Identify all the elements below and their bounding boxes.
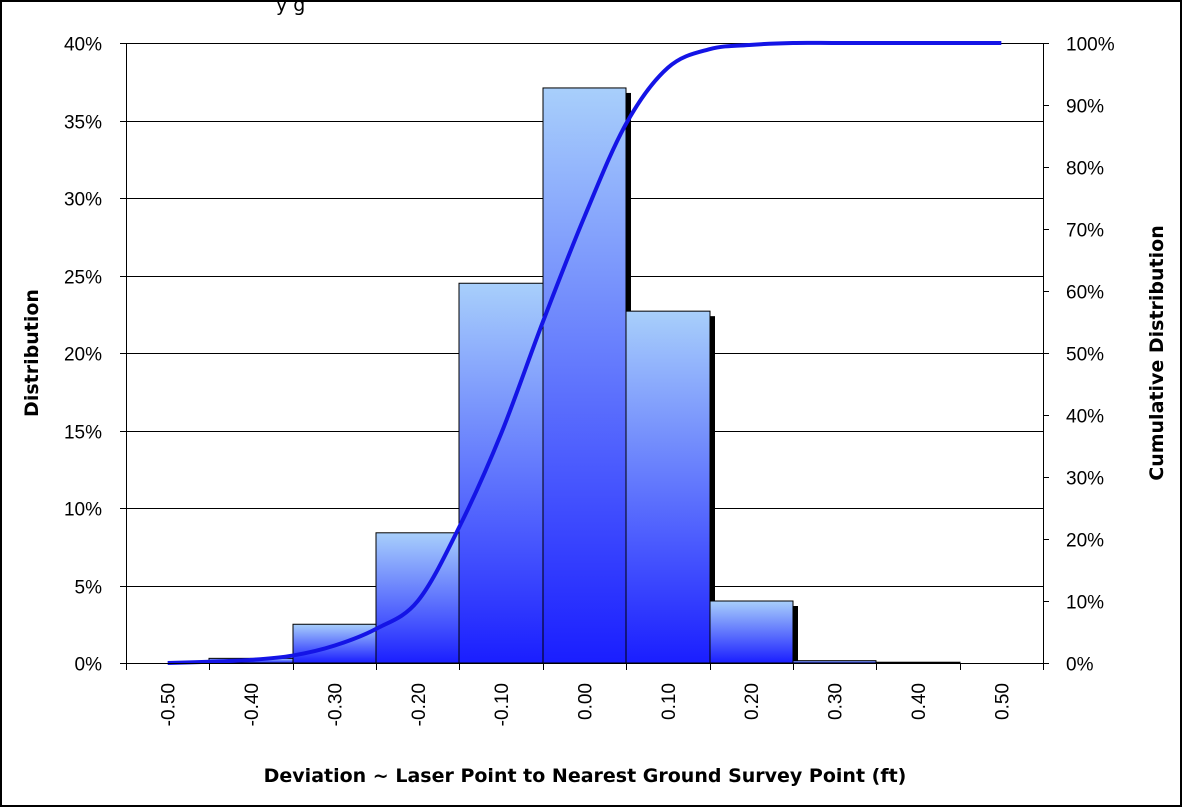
x-tick-label: 0.50 <box>992 683 1013 720</box>
y2-tick-label: 90% <box>1066 97 1104 118</box>
bar <box>792 660 877 664</box>
y-tick-label: 35% <box>64 113 102 134</box>
y-tick-label: 15% <box>64 423 102 444</box>
x-tick-label: 0.00 <box>576 683 597 720</box>
cumulative-line <box>167 40 1002 665</box>
bar <box>458 282 544 664</box>
y-tick-label: 20% <box>64 345 102 366</box>
x-tick-label: -0.10 <box>492 683 513 726</box>
bar-shadow <box>710 316 715 663</box>
bar <box>709 600 794 664</box>
y-axis-title: Distribution <box>21 289 43 417</box>
x-tick-label: -0.20 <box>409 683 430 726</box>
bar <box>625 310 711 664</box>
y-tick-label: 30% <box>64 190 102 211</box>
y2-tick-label: 70% <box>1066 221 1104 242</box>
y2-axis-title: Cumulative Distribution <box>1146 225 1168 480</box>
y2-tick-label: 0% <box>1066 655 1094 676</box>
y2-tick-label: 100% <box>1066 35 1115 56</box>
y2-tick-label: 20% <box>1066 531 1104 552</box>
y2-tick-label: 30% <box>1066 469 1104 490</box>
x-tick-label: 0.20 <box>742 683 763 720</box>
bars <box>208 87 961 664</box>
x-tick-label: -0.40 <box>242 683 263 726</box>
y2-tick-label: 50% <box>1066 345 1104 366</box>
y-tick-label: 25% <box>64 268 102 289</box>
cumulative-line-layer <box>167 40 1002 665</box>
bar <box>875 661 961 664</box>
x-tick-label: 0.10 <box>659 683 680 720</box>
top-text-fragment: y g <box>276 0 305 16</box>
y-tick-label: 10% <box>64 500 102 521</box>
y-tick-label: 40% <box>64 35 102 56</box>
axes <box>120 43 1049 670</box>
x-tick-label: -0.50 <box>159 683 180 726</box>
bar <box>542 87 627 664</box>
y2-tick-label: 40% <box>1066 407 1104 428</box>
y2-tick-label: 10% <box>1066 593 1104 614</box>
x-tick-label: 0.40 <box>909 683 930 720</box>
y-tick-label: 0% <box>75 655 103 676</box>
bar-shadow <box>793 606 798 663</box>
y-tick-label: 5% <box>75 578 103 599</box>
y2-tick-label: 60% <box>1066 283 1104 304</box>
x-axis-title: Deviation ~ Laser Point to Nearest Groun… <box>264 765 907 787</box>
x-tick-label: -0.30 <box>325 683 346 726</box>
y2-tick-label: 80% <box>1066 159 1104 180</box>
tick-labels: 0% 5% 10% 15% 20% 25% 30% 35% 40% 0% 10% 20% 30% 40% 5… <box>64 35 1115 727</box>
x-tick-label: 0.30 <box>826 683 847 720</box>
